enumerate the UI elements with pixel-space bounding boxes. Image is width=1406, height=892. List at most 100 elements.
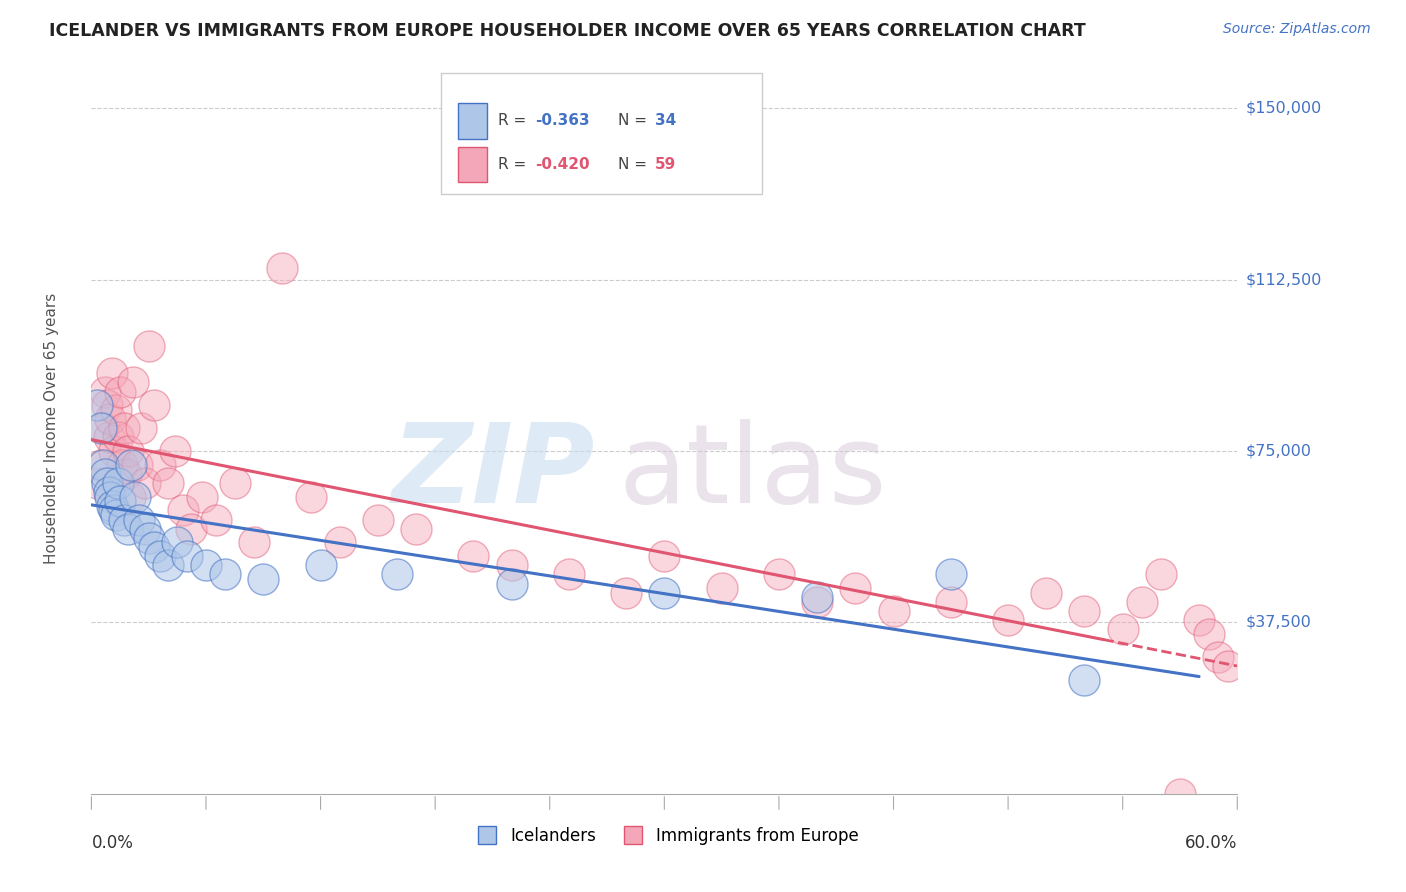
Point <box>882 604 904 618</box>
Point <box>309 558 332 573</box>
Point <box>1206 649 1229 664</box>
Point <box>710 581 733 595</box>
Point <box>939 567 962 582</box>
Point <box>252 572 274 586</box>
Point <box>176 549 198 564</box>
Text: Source: ZipAtlas.com: Source: ZipAtlas.com <box>1223 22 1371 37</box>
Text: Householder Income Over 65 years: Householder Income Over 65 years <box>44 293 59 564</box>
Point <box>105 508 128 522</box>
Point <box>105 402 128 417</box>
Point <box>1035 585 1057 599</box>
Point <box>367 512 389 526</box>
Point <box>114 467 136 481</box>
Point <box>405 522 427 536</box>
Point <box>138 339 160 353</box>
Point <box>108 494 131 508</box>
Text: -0.420: -0.420 <box>534 157 589 172</box>
Text: 34: 34 <box>655 113 676 128</box>
Point <box>156 558 179 573</box>
Point <box>214 567 236 582</box>
Point <box>501 576 523 591</box>
Point <box>103 444 125 458</box>
Point <box>143 540 166 554</box>
Point <box>128 512 150 526</box>
Point <box>97 485 120 500</box>
Point <box>1188 613 1211 627</box>
Point <box>108 384 131 399</box>
Point <box>100 412 122 426</box>
Point <box>385 567 408 582</box>
Point <box>1073 604 1095 618</box>
Point <box>101 499 124 513</box>
Point <box>134 522 156 536</box>
Point <box>271 261 294 276</box>
Point <box>107 475 129 490</box>
Text: $150,000: $150,000 <box>1246 101 1322 116</box>
Text: ZIP: ZIP <box>392 418 596 525</box>
Text: atlas: atlas <box>619 418 887 525</box>
Point <box>165 444 187 458</box>
Point <box>127 458 149 472</box>
Point <box>166 535 188 549</box>
Point <box>172 503 194 517</box>
Point <box>191 490 214 504</box>
Point <box>91 458 114 472</box>
Point <box>122 376 145 390</box>
Point <box>117 522 139 536</box>
Point <box>844 581 866 595</box>
Text: 59: 59 <box>655 157 676 172</box>
Point <box>329 535 352 549</box>
Point <box>194 558 217 573</box>
Point <box>103 503 125 517</box>
Point <box>1168 787 1191 801</box>
Point <box>558 567 581 582</box>
Point <box>86 475 108 490</box>
Point <box>124 490 146 504</box>
Point <box>463 549 485 564</box>
Point <box>652 549 675 564</box>
Point <box>100 490 122 504</box>
Point <box>94 467 117 481</box>
Point <box>112 421 135 435</box>
Point <box>129 421 152 435</box>
FancyBboxPatch shape <box>458 147 486 182</box>
Point <box>121 458 143 472</box>
Point <box>1130 595 1153 609</box>
Text: N =: N = <box>619 157 652 172</box>
Point <box>501 558 523 573</box>
Point <box>180 522 202 536</box>
Point <box>652 585 675 599</box>
Point <box>118 490 141 504</box>
Point <box>299 490 322 504</box>
Point <box>117 444 139 458</box>
Text: $37,500: $37,500 <box>1246 615 1312 630</box>
Point <box>97 430 120 444</box>
Point <box>939 595 962 609</box>
Point <box>242 535 264 549</box>
Point <box>1150 567 1173 582</box>
Point <box>94 384 117 399</box>
Text: N =: N = <box>619 113 652 128</box>
Point <box>156 475 179 490</box>
Point <box>614 585 637 599</box>
Legend: Icelanders, Immigrants from Europe: Icelanders, Immigrants from Europe <box>464 820 865 851</box>
Point <box>96 475 118 490</box>
Point <box>1198 627 1220 641</box>
Point <box>1073 673 1095 687</box>
Point <box>90 458 112 472</box>
Point <box>107 430 129 444</box>
Point <box>997 613 1019 627</box>
Point <box>806 595 828 609</box>
Point <box>96 398 118 412</box>
Point <box>91 421 114 435</box>
Point <box>806 591 828 605</box>
FancyBboxPatch shape <box>441 73 762 194</box>
Point <box>224 475 246 490</box>
Text: ICELANDER VS IMMIGRANTS FROM EUROPE HOUSEHOLDER INCOME OVER 65 YEARS CORRELATION: ICELANDER VS IMMIGRANTS FROM EUROPE HOUS… <box>49 22 1085 40</box>
Text: $75,000: $75,000 <box>1246 443 1312 458</box>
Point <box>204 512 226 526</box>
FancyBboxPatch shape <box>458 103 486 138</box>
Point <box>1111 623 1133 637</box>
Point <box>138 531 160 545</box>
Point <box>112 512 135 526</box>
